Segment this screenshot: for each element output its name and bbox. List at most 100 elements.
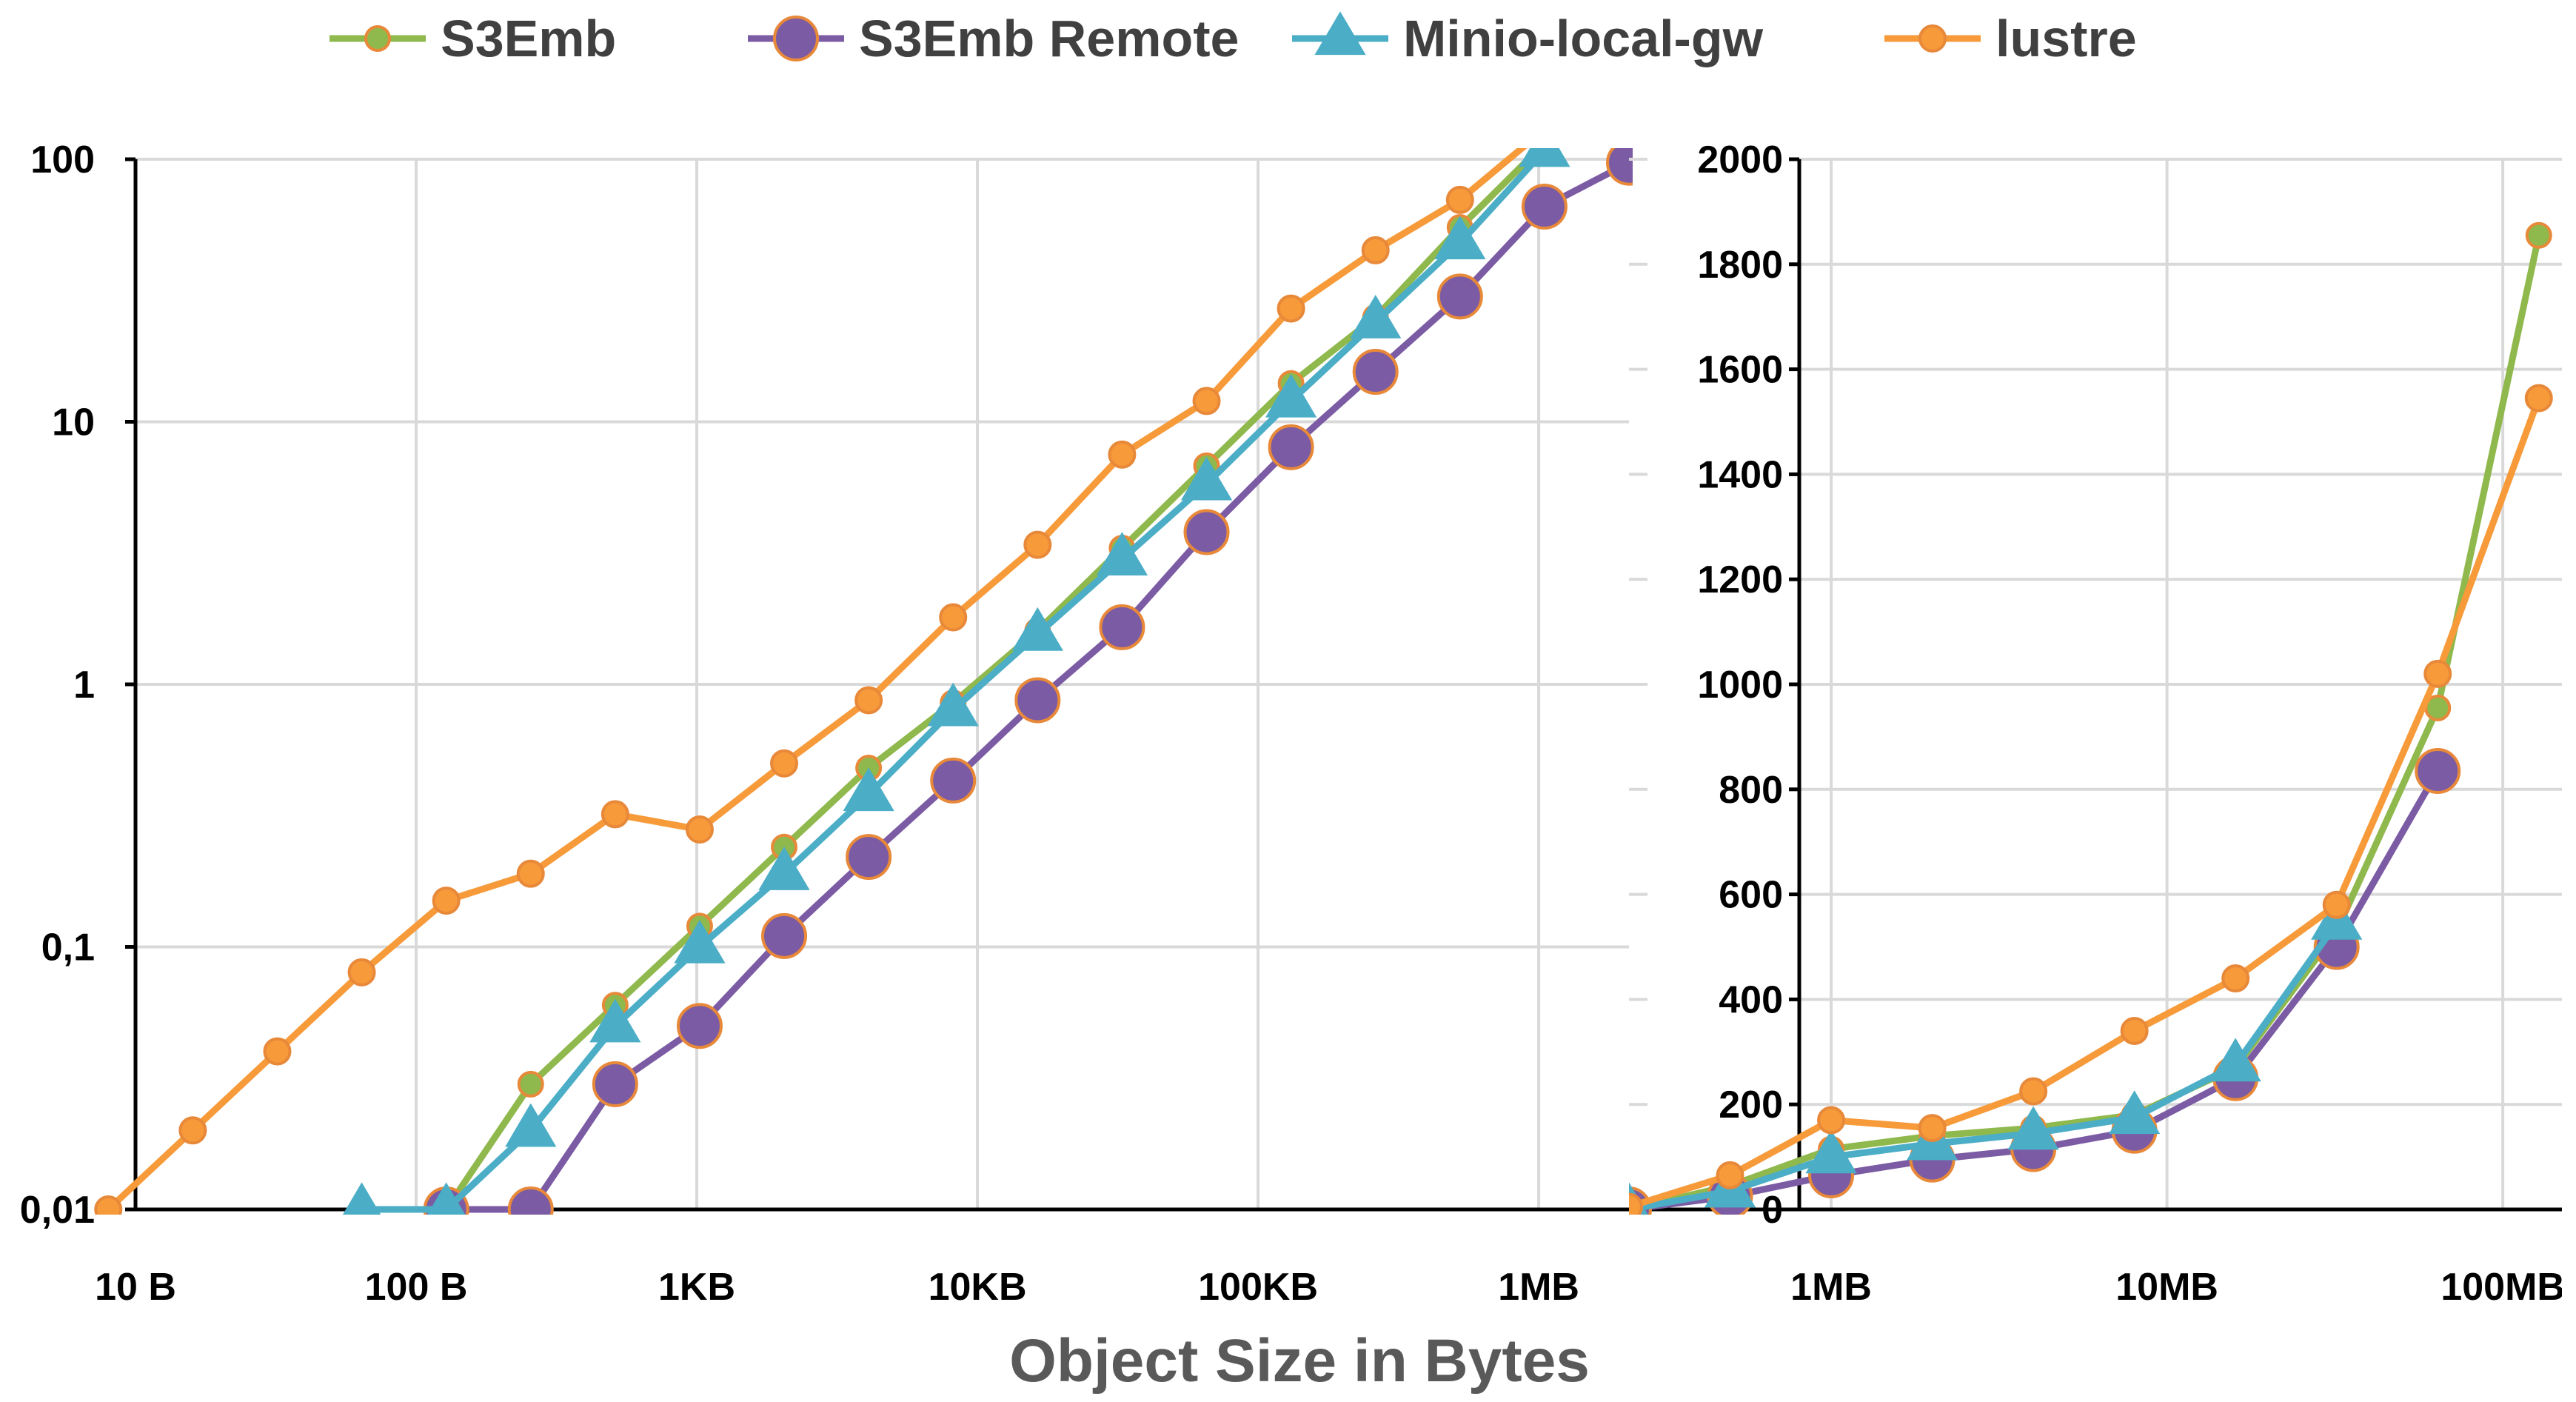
- left-point-lustre: [263, 1037, 292, 1066]
- legend-label-lustre: lustre: [1995, 10, 2137, 67]
- left-point-s3emb-remote: [1352, 349, 1399, 395]
- left-point-s3emb-remote: [1521, 183, 1568, 230]
- left-series-line-lustre: [106, 148, 1528, 1212]
- left-y-tick-label: 0,1: [41, 927, 95, 969]
- right-point-minio-local-gw: [2109, 1090, 2161, 1135]
- left-x-tick-label: 100 B: [365, 1266, 468, 1309]
- right-panel: 0 200 400 600 800 1000 1200 1400 1600 1800 2000 1MB…: [1629, 138, 2565, 1309]
- left-point-minio-local-gw: [505, 1103, 557, 1147]
- left-series-line-minio-local-gw: [361, 148, 1553, 1213]
- left-point-lustre: [1445, 185, 1474, 214]
- x-axis-label: Object Size in Bytes: [1009, 1327, 1590, 1395]
- left-y-tick-label: 1: [73, 664, 95, 707]
- right-point-lustre: [2524, 384, 2553, 413]
- legend-label-s3emb-remote: S3Emb Remote: [859, 10, 1239, 67]
- left-point-s3emb-remote: [1436, 273, 1483, 320]
- right-series-group: [1629, 221, 2553, 1215]
- left-point-minio-local-gw: [758, 846, 810, 890]
- right-y-tick-label: 1200: [1697, 558, 1783, 601]
- left-point-minio-local-gw: [426, 1182, 466, 1215]
- legend-label-s3emb: S3Emb: [441, 10, 616, 67]
- left-point-minio-local-gw: [674, 919, 726, 964]
- right-point-lustre: [2322, 890, 2351, 919]
- left-point-s3emb-remote: [761, 912, 808, 959]
- left-x-tick-label: 1KB: [658, 1266, 735, 1309]
- left-y-tick-label: 0,01: [20, 1189, 95, 1232]
- left-series-group: [94, 117, 1633, 1215]
- left-x-tick-label: 10KB: [929, 1266, 1027, 1309]
- right-point-lustre: [1629, 1192, 1643, 1215]
- left-point-s3emb-remote: [1099, 604, 1145, 650]
- right-point-lustre: [2221, 964, 2250, 993]
- left-point-s3emb-remote: [846, 834, 892, 881]
- left-point-lustre: [347, 958, 376, 987]
- right-y-tick-label: 1800: [1697, 244, 1783, 287]
- left-point-lustre: [1361, 236, 1390, 264]
- legend-item-lustre: lustre: [1884, 10, 2137, 67]
- left-point-lustre: [178, 1116, 207, 1145]
- right-y-tick-label: 1400: [1697, 453, 1783, 496]
- legend-marker-s3emb: [364, 25, 391, 52]
- left-point-s3emb-remote: [1268, 424, 1314, 470]
- left-point-minio-local-gw: [843, 767, 894, 812]
- left-point-s3emb-remote: [1014, 677, 1061, 724]
- right-x-tick-label: 10MB: [2115, 1266, 2218, 1309]
- left-point-lustre: [770, 749, 799, 778]
- legend-label-minio-local-gw: Minio-local-gw: [1403, 10, 1764, 67]
- legend: S3Emb S3Emb Remote Minio-local-gw lustre: [329, 10, 2137, 67]
- left-panel: 0,01 0,1 1 10 100 10 B 100 B 1KB 10KB 100KB 1MB: [20, 117, 1633, 1309]
- left-x-tick-label: 10 B: [95, 1266, 176, 1309]
- right-y-tick-label: 0: [1762, 1189, 1783, 1232]
- right-y-tick-label: 600: [1719, 874, 1783, 917]
- left-y-tick-label: 100: [30, 138, 95, 181]
- left-point-s3emb-remote: [1183, 509, 1230, 555]
- right-x-tick-label: 100MB: [2440, 1266, 2565, 1309]
- legend-marker-s3emb-remote: [773, 16, 819, 61]
- legend-item-minio-local-gw: Minio-local-gw: [1292, 10, 1764, 67]
- left-point-s3emb-remote: [930, 757, 977, 804]
- left-point-minio-local-gw: [927, 682, 979, 727]
- left-point-lustre: [1532, 117, 1557, 142]
- left-point-lustre: [1192, 387, 1221, 415]
- right-point-s3emb: [2525, 221, 2552, 249]
- left-point-lustre: [432, 887, 461, 915]
- right-series-line-s3emb: [1629, 234, 2543, 1213]
- right-y-tick-label: 1600: [1697, 349, 1783, 392]
- left-point-s3emb-remote: [676, 1003, 723, 1049]
- right-point-lustre: [2019, 1077, 2048, 1106]
- left-point-minio-local-gw: [1011, 607, 1063, 651]
- left-point-minio-local-gw: [342, 1182, 381, 1215]
- right-label-backdrop: [1647, 141, 1796, 1224]
- legend-item-s3emb-remote: S3Emb Remote: [748, 10, 1239, 67]
- left-point-lustre: [685, 815, 714, 844]
- right-point-lustre: [1918, 1114, 1947, 1143]
- left-point-minio-local-gw: [1265, 373, 1317, 418]
- left-point-lustre: [94, 1195, 123, 1215]
- left-point-lustre: [939, 603, 968, 632]
- left-point-minio-local-gw: [1434, 216, 1486, 260]
- left-point-lustre: [600, 800, 629, 829]
- left-point-minio-local-gw: [1519, 148, 1570, 167]
- right-point-lustre: [2120, 1016, 2149, 1045]
- right-y-tick-label: 400: [1719, 978, 1783, 1021]
- right-point-minio-local-gw: [2007, 1106, 2059, 1150]
- right-series-line-lustre: [1629, 397, 2543, 1210]
- left-x-tick-label: 100KB: [1198, 1266, 1318, 1309]
- left-point-lustre: [1277, 294, 1305, 323]
- left-point-s3emb-remote: [507, 1186, 554, 1215]
- right-point-minio-local-gw: [2209, 1038, 2261, 1082]
- right-point-s3emb-remote: [2415, 747, 2461, 794]
- right-y-tick-label: 200: [1719, 1084, 1783, 1126]
- left-y-tick-label: 10: [52, 401, 95, 444]
- left-point-lustre: [516, 859, 545, 888]
- left-point-lustre: [854, 686, 883, 715]
- legend-marker-minio-local-gw: [1314, 11, 1366, 56]
- right-y-tick-label: 1000: [1697, 664, 1783, 707]
- left-point-s3emb: [517, 1070, 544, 1098]
- left-point-lustre: [1023, 530, 1052, 559]
- right-point-lustre: [2423, 659, 2452, 688]
- right-x-tick-labels: 1MB 10MB 100MB: [1790, 1266, 2565, 1309]
- left-x-tick-label: 1MB: [1498, 1266, 1579, 1309]
- right-point-lustre: [1817, 1106, 1846, 1135]
